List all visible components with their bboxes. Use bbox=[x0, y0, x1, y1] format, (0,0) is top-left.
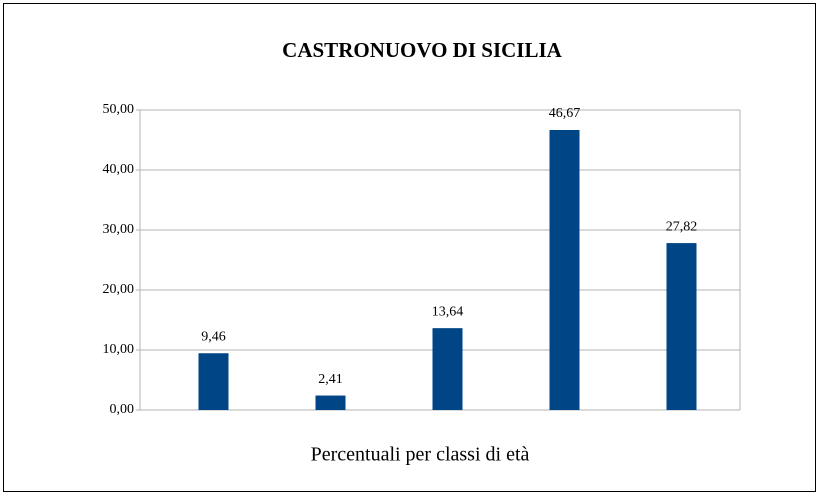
data-label: 13,64 bbox=[432, 304, 464, 319]
data-label: 27,82 bbox=[666, 219, 698, 234]
y-tick-label: 40,00 bbox=[103, 162, 135, 177]
bar bbox=[666, 243, 697, 410]
y-tick-label: 0,00 bbox=[110, 402, 135, 417]
x-axis-label: Percentuali per classi di età bbox=[311, 444, 530, 466]
bar bbox=[198, 353, 229, 410]
y-tick-label: 50,00 bbox=[103, 102, 135, 117]
data-label: 2,41 bbox=[318, 372, 343, 387]
data-label: 9,46 bbox=[201, 329, 226, 344]
y-tick-label: 10,00 bbox=[103, 342, 135, 357]
y-tick-label: 20,00 bbox=[103, 282, 135, 297]
bar bbox=[432, 328, 463, 410]
data-label: 46,67 bbox=[549, 106, 581, 121]
bar bbox=[549, 129, 580, 411]
bar bbox=[315, 395, 346, 410]
chart-title: CASTRONUOVO DI SICILIA bbox=[282, 38, 562, 62]
y-tick-label: 30,00 bbox=[103, 222, 135, 237]
